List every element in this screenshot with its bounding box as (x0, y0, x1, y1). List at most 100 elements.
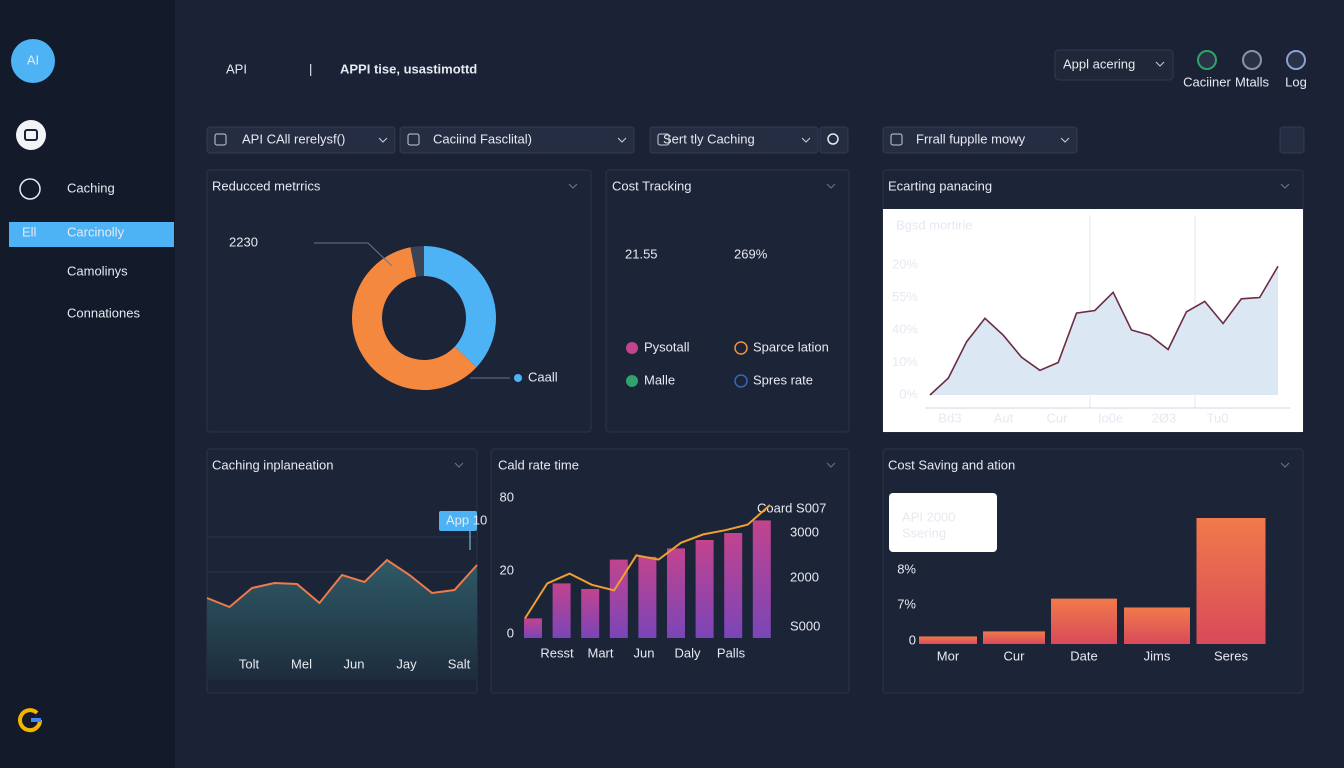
filter-box[interactable] (649, 126, 819, 154)
active-nav-bg (9, 222, 174, 247)
filter-box[interactable] (206, 126, 396, 154)
legend-swatch (734, 374, 748, 388)
x-tick-label: Mel (291, 656, 312, 671)
y-tick-label: 20% (892, 256, 918, 271)
x-tick-label: Jun (634, 645, 655, 660)
title-separator: | (309, 61, 312, 76)
search-icon (827, 133, 839, 145)
filter-box[interactable] (399, 126, 635, 154)
chevron (1280, 183, 1290, 189)
panel-title: Cost Tracking (612, 178, 691, 193)
google-icon (18, 708, 43, 733)
chevron (1155, 61, 1165, 67)
donut-slice (351, 247, 477, 390)
tooltip-card (889, 493, 997, 552)
donut-label: Caall (528, 369, 558, 384)
nav-icon-glyph (24, 129, 38, 141)
bar (1051, 598, 1117, 644)
metric-value: 2230 (229, 234, 258, 249)
legend-swatch (626, 375, 638, 387)
line (206, 558, 478, 609)
chevron (378, 137, 388, 143)
header-icon[interactable] (1286, 50, 1306, 70)
x-tick-label: Daly (674, 645, 701, 660)
y2-tick-label: S000 (790, 618, 820, 633)
filter-icon (214, 133, 227, 146)
y-tick-label: 80 (500, 489, 514, 504)
legend-swatch (626, 342, 638, 354)
logo-text: AI (27, 52, 39, 67)
dropdown[interactable] (1054, 49, 1174, 81)
bar (638, 556, 657, 638)
y-tick-label: 8% (897, 561, 916, 576)
x-tick-label: Date (1070, 648, 1097, 663)
logo-circle (11, 39, 55, 83)
bar (524, 618, 542, 638)
chevron (1280, 462, 1290, 468)
nav-item[interactable]: Carcinolly (67, 224, 125, 239)
filter-icon (657, 133, 670, 146)
bar (1196, 518, 1266, 644)
chevron (826, 183, 836, 189)
y-tick-label: 20 (500, 562, 514, 577)
nav-icon (16, 120, 46, 150)
header-icon[interactable] (1197, 50, 1217, 70)
dropdown-label: Appl acering (1063, 56, 1135, 71)
x-tick-label: Jay (396, 656, 417, 671)
panel-title: Cald rate time (498, 457, 579, 472)
filter-box[interactable] (882, 126, 1078, 154)
y-tick-label: 0 (909, 632, 916, 647)
x-tick-label: Mor (937, 648, 960, 663)
panel (605, 169, 850, 433)
line (929, 265, 1279, 396)
nav-badge: Ell (22, 224, 37, 239)
header-icon-label: Caciiner (1183, 74, 1231, 89)
x-tick-label: Cur (1004, 648, 1026, 663)
line (524, 504, 771, 619)
nav-item[interactable]: Caching (67, 180, 115, 195)
x-tick-label: Salt (448, 656, 471, 671)
legend-label: Sparce lation (753, 339, 829, 354)
x-tick-label: Tu0 (1207, 410, 1229, 425)
filter-label: Sert tly Caching (663, 131, 755, 146)
y-tick-label: 7% (897, 596, 916, 611)
bar (919, 636, 977, 644)
donut-slice (424, 246, 497, 368)
header-icon[interactable] (1242, 50, 1262, 70)
bar (983, 631, 1045, 644)
sidebar (0, 0, 175, 768)
x-tick-label: Mart (588, 645, 614, 660)
legend-swatch (734, 341, 748, 355)
bar (609, 559, 628, 638)
bar (552, 583, 571, 638)
tooltip-subtitle: Ssering (902, 525, 946, 540)
filter-icon (890, 133, 903, 146)
header-icon-label: Log (1285, 74, 1307, 89)
x-tick-label: Jims (1144, 648, 1171, 663)
filter-label: Frrall fupplle mowy (916, 131, 1026, 146)
search-button[interactable] (819, 126, 849, 154)
bar (752, 520, 771, 638)
icon-button[interactable] (1279, 126, 1305, 154)
bar (1124, 607, 1190, 644)
label-dot (514, 374, 522, 382)
chevron (801, 137, 811, 143)
x-tick-label: Jun (344, 656, 365, 671)
x-tick-label: Io0e (1098, 410, 1123, 425)
filter-label: API CAll rerelysf() (242, 131, 345, 146)
nav-item[interactable]: Camolinys (67, 263, 128, 278)
nav-item[interactable]: Connationes (67, 305, 140, 320)
x-tick-label: Tolt (239, 656, 260, 671)
x-tick-label: Aut (994, 410, 1014, 425)
area-fill (207, 560, 477, 680)
donut-slice (410, 246, 424, 277)
y2-tick-label: 3000 (790, 524, 819, 539)
y-tick-label: 0% (899, 386, 918, 401)
page-title: API (226, 61, 247, 76)
x-tick-label: Cur (1047, 410, 1069, 425)
tooltip (439, 511, 477, 531)
x-tick-label: 2Ø3 (1152, 410, 1177, 425)
x-tick-label: Seres (1214, 648, 1248, 663)
chart-title: Bgsd mortirie (896, 217, 973, 232)
legend-label: Malle (644, 372, 675, 387)
